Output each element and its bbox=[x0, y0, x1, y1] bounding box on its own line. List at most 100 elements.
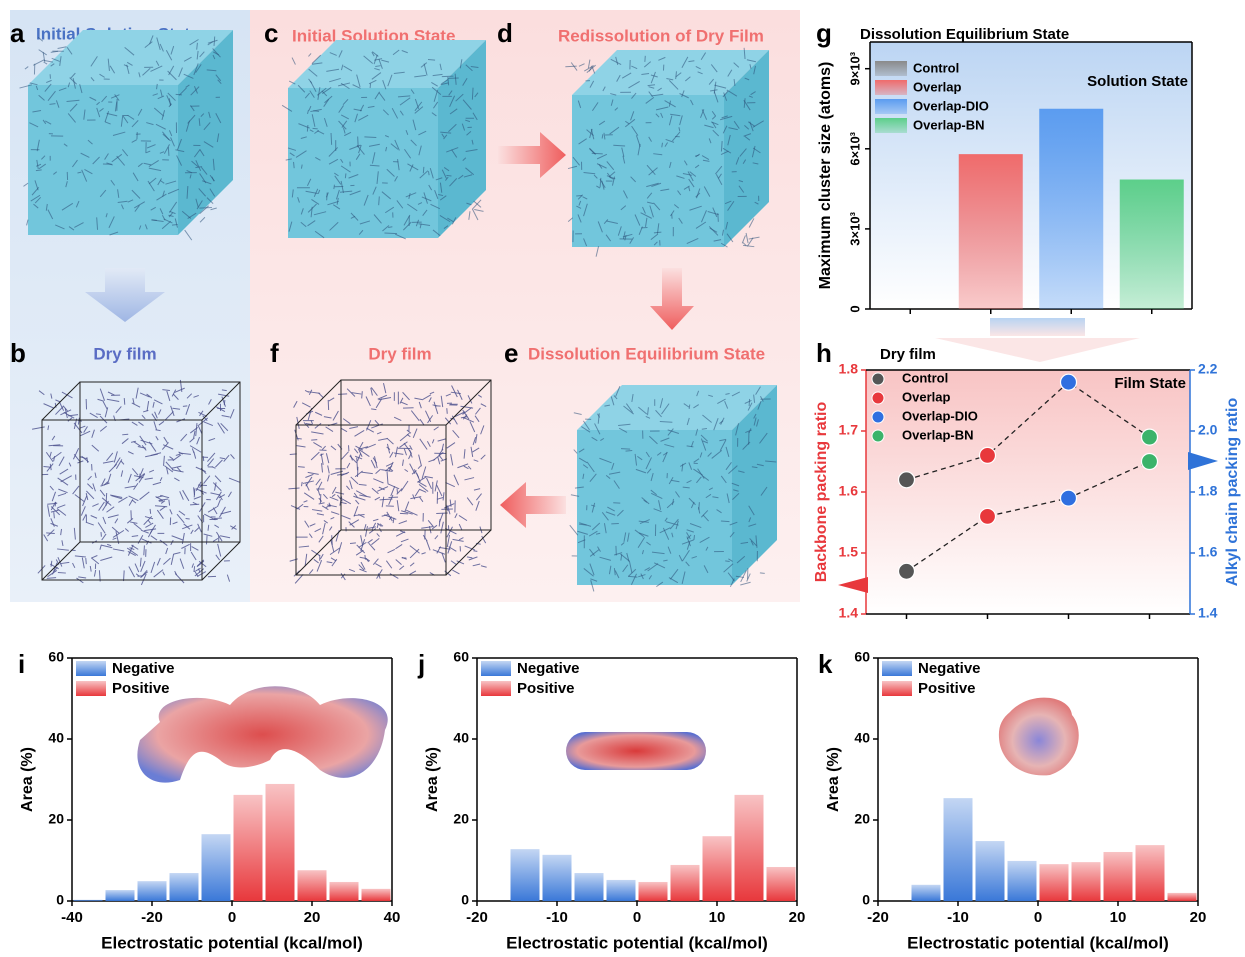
legend-label: Positive bbox=[517, 680, 575, 697]
cube-image bbox=[565, 48, 769, 257]
panel-letter: k bbox=[818, 649, 833, 679]
x-tick-label: 0 bbox=[633, 909, 641, 926]
molecule bbox=[43, 466, 50, 467]
panel-letter: d bbox=[497, 18, 513, 48]
legend-label: Overlap-DIO bbox=[913, 98, 989, 113]
y2-tick-label: 1.6 bbox=[1198, 544, 1218, 560]
panel-label: Dry film bbox=[368, 344, 431, 363]
legend-label: Positive bbox=[112, 680, 170, 697]
x-tick-label: -20 bbox=[867, 909, 889, 926]
legend-label: Overlap-DIO bbox=[902, 408, 978, 423]
panel-letter: e bbox=[504, 338, 518, 368]
molecule-image bbox=[137, 686, 387, 782]
bar bbox=[639, 882, 668, 901]
molecule bbox=[122, 434, 128, 435]
molecule bbox=[313, 128, 318, 129]
y-tick-label: 60 bbox=[854, 649, 870, 665]
bar bbox=[1072, 862, 1101, 901]
molecule bbox=[86, 558, 87, 564]
panel-letter: j bbox=[417, 649, 425, 679]
bar bbox=[298, 870, 327, 901]
legend-label: Overlap-BN bbox=[913, 117, 985, 132]
legend-label: Overlap bbox=[902, 389, 950, 404]
molecule bbox=[473, 551, 477, 552]
panel-letter: i bbox=[18, 649, 25, 679]
molecule bbox=[592, 153, 603, 154]
cube-face bbox=[572, 95, 724, 247]
legend-label: Positive bbox=[918, 680, 976, 697]
y-tick-label: 60 bbox=[48, 649, 64, 665]
x-tick-label: -20 bbox=[466, 909, 488, 926]
legend-swatch bbox=[875, 118, 907, 133]
molecule bbox=[96, 414, 101, 415]
molecule bbox=[124, 398, 125, 405]
data-point bbox=[899, 472, 915, 488]
legend-swatch bbox=[76, 681, 106, 696]
molecule bbox=[150, 509, 151, 514]
bar bbox=[607, 880, 636, 901]
y-tick-label: 0 bbox=[862, 892, 870, 908]
molecule bbox=[626, 451, 633, 452]
panel-letter: c bbox=[264, 18, 278, 48]
molecule bbox=[144, 545, 145, 555]
legend-swatch bbox=[882, 661, 912, 676]
y-tick-label: 0 bbox=[461, 892, 469, 908]
x-tick-label: 20 bbox=[304, 909, 321, 926]
bar bbox=[202, 834, 231, 901]
x-tick-label: -10 bbox=[546, 909, 568, 926]
y2-tick-label: 2.2 bbox=[1198, 361, 1218, 377]
x-tick-label: 0 bbox=[228, 909, 236, 926]
y-tick-label: 60 bbox=[453, 649, 469, 665]
y-tick-label: 1.4 bbox=[839, 605, 859, 621]
molecule bbox=[365, 555, 366, 560]
y-axis-label: Backbone packing ratio bbox=[813, 402, 830, 583]
data-point bbox=[980, 508, 996, 524]
connector bbox=[990, 318, 1085, 336]
molecule bbox=[371, 409, 376, 410]
bar bbox=[1040, 864, 1069, 901]
molecule bbox=[298, 467, 305, 468]
figure: a Initial Solution State b Dry film c In… bbox=[0, 0, 1245, 957]
bar bbox=[767, 867, 796, 901]
panel-label: Redissolution of Dry Film bbox=[558, 26, 764, 45]
molecule bbox=[194, 488, 195, 497]
x-tick-label: 40 bbox=[384, 909, 401, 926]
x-tick-label: 10 bbox=[709, 909, 726, 926]
molecule-image bbox=[566, 732, 706, 770]
molecule bbox=[721, 521, 730, 522]
legend-swatch bbox=[76, 661, 106, 676]
bar bbox=[671, 865, 700, 901]
molecule bbox=[694, 535, 695, 540]
bar bbox=[735, 795, 764, 901]
data-point bbox=[899, 563, 915, 579]
axis-arrow bbox=[838, 577, 868, 593]
chart-title: Dissolution Equilibrium State bbox=[860, 26, 1069, 43]
y2-axis-label: Alkyl chain packing ratio bbox=[1224, 398, 1241, 587]
molecule bbox=[331, 133, 332, 145]
bar bbox=[106, 890, 135, 901]
x-tick-label: 0 bbox=[1034, 909, 1042, 926]
y-tick-label: 9×10³ bbox=[847, 51, 862, 85]
y2-tick-label: 2.0 bbox=[1198, 422, 1218, 438]
bar bbox=[1104, 852, 1133, 901]
y2-tick-label: 1.4 bbox=[1198, 605, 1218, 621]
panel-letter: b bbox=[10, 338, 26, 368]
molecule bbox=[400, 513, 408, 514]
y-tick-label: 1.5 bbox=[839, 544, 859, 560]
y-tick-label: 40 bbox=[48, 730, 64, 746]
molecule bbox=[168, 147, 169, 156]
bar bbox=[1120, 180, 1184, 309]
molecule bbox=[472, 88, 473, 100]
molecule bbox=[384, 233, 397, 234]
legend-label: Negative bbox=[918, 660, 981, 677]
axis-arrow bbox=[1188, 452, 1218, 470]
bar bbox=[959, 154, 1023, 309]
molecule bbox=[423, 167, 424, 173]
x-tick-label: -20 bbox=[141, 909, 163, 926]
y-tick-label: 20 bbox=[854, 811, 870, 827]
molecule bbox=[718, 213, 719, 222]
legend-swatch bbox=[882, 681, 912, 696]
y-tick-label: 1.7 bbox=[839, 422, 859, 438]
panel-letter: f bbox=[270, 338, 279, 368]
legend-swatch bbox=[481, 661, 511, 676]
